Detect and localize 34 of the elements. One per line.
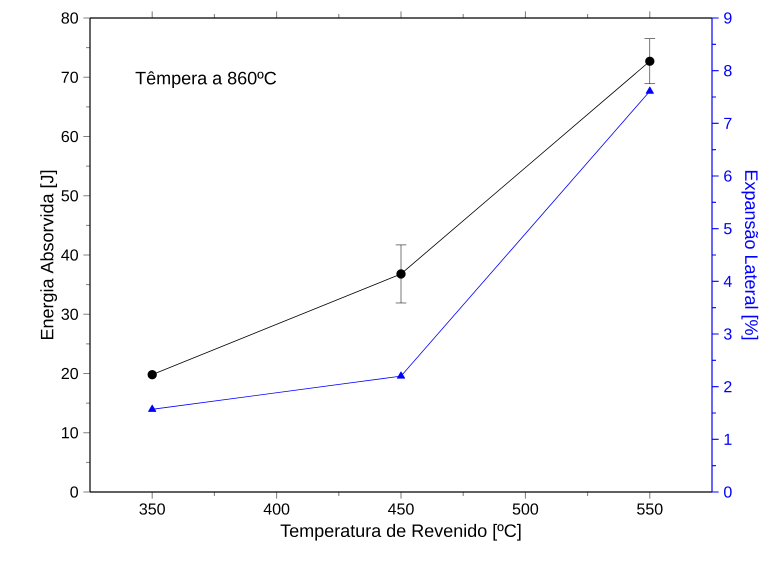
y2-tick-label: 7 <box>724 118 732 129</box>
y2-tick-label: 5 <box>724 223 732 234</box>
point <box>148 404 156 412</box>
y2-tick-label: 0 <box>724 486 732 498</box>
y2-tick-label: 2 <box>724 381 732 392</box>
point <box>646 86 654 94</box>
y-tick-label: 70 <box>62 72 78 83</box>
y-tick-label: 20 <box>62 368 78 380</box>
point <box>645 56 654 66</box>
y-tick-label: 50 <box>61 190 78 202</box>
y2-tick-label: 3 <box>724 328 732 340</box>
y-tick-label: 0 <box>70 486 78 498</box>
point <box>396 371 406 379</box>
y2-tick-label: 9 <box>724 12 732 24</box>
x-axis-title: Temperatura de Revenido [ºC] <box>280 524 521 541</box>
y2-tick-label: 8 <box>724 65 732 76</box>
y2-tick-label: 1 <box>724 434 732 445</box>
y-tick-label: 80 <box>62 12 78 24</box>
x-tick-label: 500 <box>512 503 538 515</box>
x-tick-label: 400 <box>264 503 290 515</box>
y-tick-label: 30 <box>61 308 78 320</box>
y-tick-label: 10 <box>62 427 78 438</box>
x-tick-label: 350 <box>139 503 165 515</box>
x-tick-label: 450 <box>388 503 414 515</box>
point <box>396 269 406 279</box>
y2-tick-label: 6 <box>724 170 732 182</box>
y-tick-label: 60 <box>62 130 78 142</box>
y2-axis-title: Expansão Lateral [%] <box>741 170 758 340</box>
y-tick-label: 40 <box>61 249 78 261</box>
point <box>148 370 157 380</box>
y-axis-title: Energia Absorvida [J] <box>40 170 58 340</box>
annotation: Têmpera a 860ºC <box>136 71 276 88</box>
x-tick-label: 550 <box>637 503 663 515</box>
y2-tick-label: 4 <box>724 276 732 287</box>
